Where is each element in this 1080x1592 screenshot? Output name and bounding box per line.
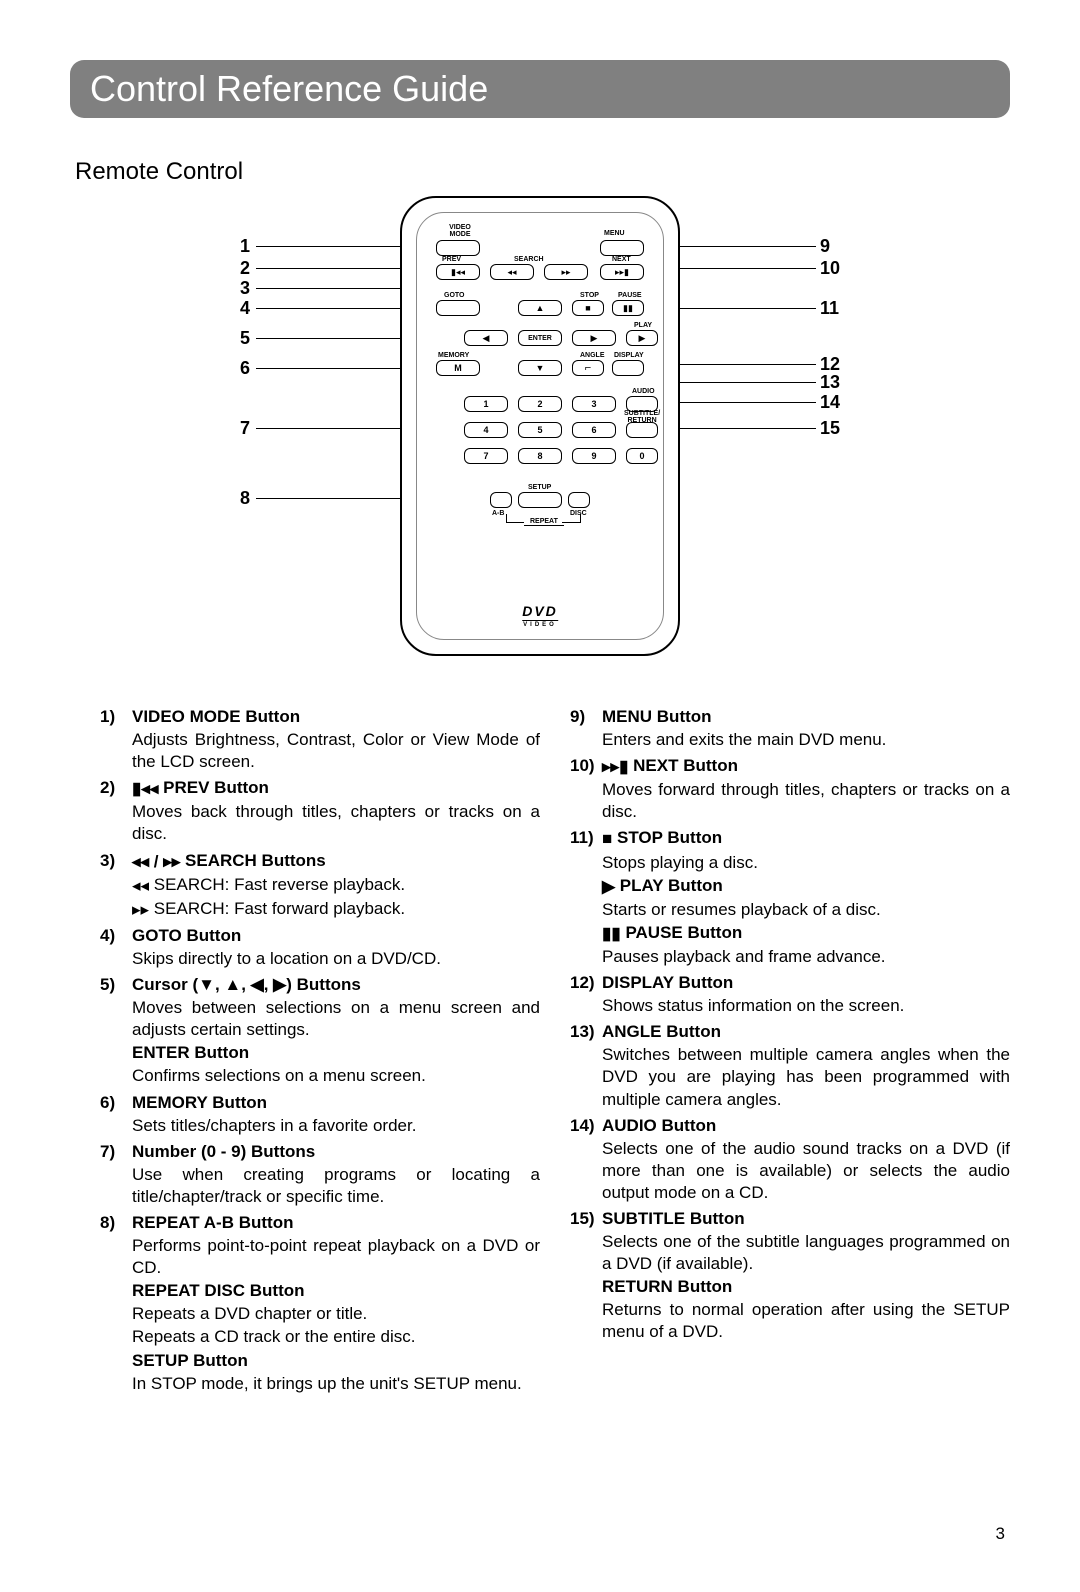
btn-6: 6 [572, 422, 616, 438]
btn-right: ▶ [572, 330, 616, 346]
btn-play: ▶ [626, 330, 658, 346]
btn-next: ▸▸▮ [600, 264, 644, 280]
btn-stop: ■ [572, 300, 604, 316]
lbl-prev: PREV [442, 256, 461, 263]
btn-menu [600, 240, 644, 256]
btn-setup [518, 492, 562, 508]
page-number: 3 [996, 1524, 1005, 1544]
lbl-disc: DISC [570, 510, 587, 517]
callout-15: 15 [820, 418, 840, 439]
list-item: 12)DISPLAY ButtonShows status informatio… [570, 972, 1010, 1017]
lbl-repeat: REPEAT [524, 518, 564, 526]
subtitle: Remote Control [75, 158, 1080, 186]
list-item: 2)▮◂◂ PREV ButtonMoves back through titl… [100, 777, 540, 845]
btn-up: ▲ [518, 300, 562, 316]
lbl-goto: GOTO [444, 292, 464, 299]
btn-ab [490, 492, 512, 508]
list-item: 5)Cursor (▼, ▲, ◀, ▶) ButtonsMoves betwe… [100, 974, 540, 1087]
btn-enter: ENTER [518, 330, 562, 346]
btn-9: 9 [572, 448, 616, 464]
callout-4: 4 [240, 298, 250, 319]
btn-0: 0 [626, 448, 658, 464]
title-bar: Control Reference Guide [70, 60, 1010, 118]
right-column: 9)MENU ButtonEnters and exits the main D… [570, 706, 1010, 1399]
list-item: 4)GOTO ButtonSkips directly to a locatio… [100, 925, 540, 970]
lbl-play: PLAY [634, 322, 652, 329]
btn-prev: ▮◂◂ [436, 264, 480, 280]
callout-3: 3 [240, 278, 250, 299]
btn-7: 7 [464, 448, 508, 464]
list-item: 3)◂◂ / ▸▸ SEARCH Buttons◂◂ SEARCH: Fast … [100, 850, 540, 921]
btn-down: ▼ [518, 360, 562, 376]
description-columns: 1)VIDEO MODE ButtonAdjusts Brightness, C… [100, 706, 1010, 1399]
list-item: 9)MENU ButtonEnters and exits the main D… [570, 706, 1010, 751]
list-item: 8)REPEAT A-B ButtonPerforms point-to-poi… [100, 1212, 540, 1395]
callout-14: 14 [820, 392, 840, 413]
callout-5: 5 [240, 328, 250, 349]
callout-10: 10 [820, 258, 840, 279]
lbl-search: SEARCH [514, 256, 544, 263]
list-item: 11)■ STOP ButtonStops playing a disc.▶ P… [570, 827, 1010, 968]
callout-8: 8 [240, 488, 250, 509]
lbl-next: NEXT [612, 256, 631, 263]
list-item: 1)VIDEO MODE ButtonAdjusts Brightness, C… [100, 706, 540, 773]
list-item: 13)ANGLE ButtonSwitches between multiple… [570, 1021, 1010, 1110]
lbl-pause: PAUSE [618, 292, 642, 299]
left-column: 1)VIDEO MODE ButtonAdjusts Brightness, C… [100, 706, 540, 1399]
btn-subtitle [626, 422, 658, 438]
btn-goto [436, 300, 480, 316]
btn-3: 3 [572, 396, 616, 412]
lbl-stop: STOP [580, 292, 599, 299]
btn-rw: ◂◂ [490, 264, 534, 280]
btn-left: ◀ [464, 330, 508, 346]
list-item: 10)▸▸▮ NEXT ButtonMoves forward through … [570, 755, 1010, 823]
list-item: 14)AUDIO ButtonSelects one of the audio … [570, 1115, 1010, 1204]
btn-5: 5 [518, 422, 562, 438]
lbl-video-mode: VIDEOMODE [440, 224, 480, 238]
lbl-ab: A-B [492, 510, 504, 517]
btn-disc [568, 492, 590, 508]
page-title: Control Reference Guide [90, 68, 990, 110]
lbl-display: DISPLAY [614, 352, 644, 359]
callout-1: 1 [240, 236, 250, 257]
btn-pause: ▮▮ [612, 300, 644, 316]
callout-2: 2 [240, 258, 250, 279]
callout-9: 9 [820, 236, 830, 257]
lbl-menu: MENU [604, 230, 625, 237]
lbl-audio: AUDIO [632, 388, 655, 395]
btn-1: 1 [464, 396, 508, 412]
lbl-angle: ANGLE [580, 352, 605, 359]
btn-angle: ⌐ [572, 360, 604, 376]
btn-video-mode [436, 240, 480, 256]
btn-4: 4 [464, 422, 508, 438]
list-item: 15)SUBTITLE ButtonSelects one of the sub… [570, 1208, 1010, 1344]
callout-6: 6 [240, 358, 250, 379]
remote-diagram: 1 2 3 4 5 6 7 8 9 10 11 12 13 14 15 VIDE… [230, 196, 850, 666]
list-item: 7)Number (0 - 9) ButtonsUse when creatin… [100, 1141, 540, 1208]
list-item: 6)MEMORY ButtonSets titles/chapters in a… [100, 1092, 540, 1137]
dvd-logo: DVD VIDEO [522, 603, 558, 628]
btn-8: 8 [518, 448, 562, 464]
btn-display [612, 360, 644, 376]
callout-13: 13 [820, 372, 840, 393]
remote-outline: VIDEOMODE MENU PREV ▮◂◂ SEARCH ◂◂ ▸▸ NEX… [400, 196, 680, 656]
btn-ff: ▸▸ [544, 264, 588, 280]
lbl-memory: MEMORY [438, 352, 469, 359]
btn-memory: M [436, 360, 480, 376]
lbl-setup: SETUP [528, 484, 551, 491]
callout-7: 7 [240, 418, 250, 439]
btn-2: 2 [518, 396, 562, 412]
callout-11: 11 [820, 298, 839, 319]
